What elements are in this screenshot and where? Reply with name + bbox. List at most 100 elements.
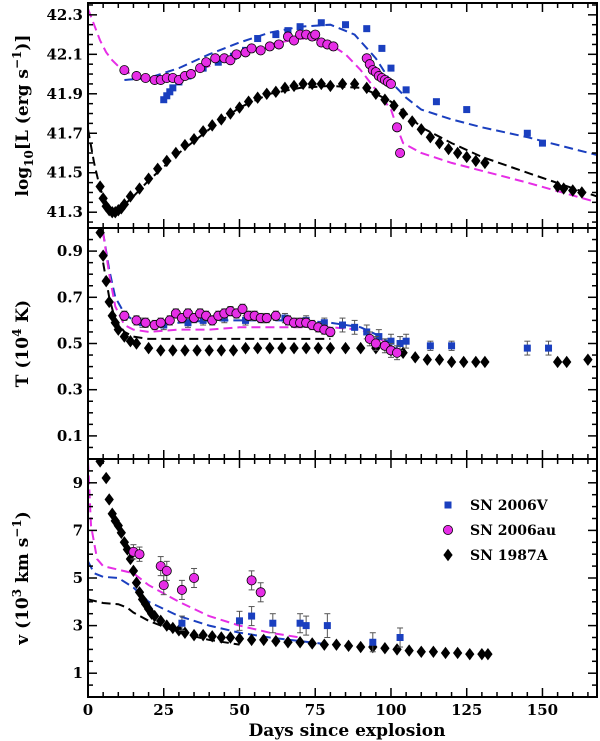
data-point-sn-2006au: [328, 41, 339, 52]
data-point-sn-2006au: [186, 69, 197, 80]
data-point-sn-1987a: [171, 146, 181, 160]
data-point-sn-2006v: [351, 323, 359, 331]
y-axis-label-luminosity: log10[L (erg s−1)]: [10, 35, 36, 197]
data-point-sn-1987a: [116, 526, 126, 539]
data-point-sn-1987a: [398, 107, 408, 120]
data-point-sn-1987a: [440, 646, 451, 660]
data-point-sn-1987a: [216, 344, 226, 357]
y-tick-label: 42.1: [46, 45, 83, 63]
data-point-sn-1987a: [207, 119, 217, 132]
data-point-sn-1987a: [407, 115, 417, 128]
data-point-sn-1987a: [225, 631, 236, 644]
data-point-sn-2006v: [432, 98, 440, 106]
data-point-sn-1987a: [583, 353, 593, 366]
data-point-sn-1987a: [125, 552, 136, 566]
data-point-sn-1987a: [234, 101, 245, 114]
data-point-sn-2006v: [163, 92, 171, 100]
x-tick-label: 125: [451, 701, 482, 719]
data-point-sn-2006au: [395, 147, 406, 158]
data-point-sn-1987a: [189, 628, 199, 642]
data-point-sn-2006v: [235, 617, 243, 625]
data-point-sn-2006v: [242, 316, 250, 324]
data-point-sn-1987a: [422, 353, 432, 366]
x-tick-label: 50: [229, 701, 250, 719]
model-line-sn-2006au: [88, 461, 301, 639]
data-point-sn-1987a: [146, 607, 157, 620]
y-tick-label: 7: [73, 521, 83, 539]
data-point-sn-2006v: [269, 619, 277, 627]
data-point-sn-1987a: [265, 341, 275, 355]
data-point-sn-1987a: [228, 344, 239, 357]
data-point-sn-1987a: [480, 355, 490, 369]
data-point-sn-1987a: [180, 344, 190, 357]
panel-luminosity: 41.3 41.5 41.7 41.9 42.1 42.3 log10[L (erg s−1…: [10, 2, 598, 229]
legend-label-sn-2006au: SN 2006au: [470, 523, 556, 539]
data-point-sn-2006v: [169, 84, 177, 92]
data-point-sn-2006au: [161, 565, 172, 576]
data-point-sn-2006au: [131, 71, 142, 82]
data-point-sn-2006au: [119, 310, 130, 321]
data-point-sn-1987a: [104, 493, 114, 506]
y-label-part: v (10: [13, 597, 33, 646]
data-point-sn-1987a: [101, 471, 111, 485]
data-point-sn-1987a: [337, 77, 348, 91]
data-point-sn-1987a: [356, 640, 366, 654]
data-point-sn-2006au: [370, 338, 381, 349]
data-point-sn-1987a: [119, 330, 130, 343]
data-point-sn-1987a: [234, 632, 245, 645]
y-tick-label: 41.9: [46, 85, 83, 103]
y-tick-label: 42.3: [46, 6, 83, 24]
data-point-sn-2006v: [545, 344, 553, 352]
data-point-sn-1987a: [150, 609, 160, 623]
data-point-sn-2006v: [523, 129, 531, 137]
data-point-sn-1987a: [253, 341, 263, 355]
data-point-sn-1987a: [162, 619, 172, 632]
data-point-sn-2006v: [396, 634, 404, 641]
data-point-sn-1987a: [280, 81, 290, 95]
data-point-sn-1987a: [416, 645, 426, 658]
data-point-sn-1987a: [313, 341, 323, 355]
data-point-sn-1987a: [410, 351, 420, 364]
y-label-part: [L (erg s: [13, 69, 33, 150]
data-point-sn-1987a: [243, 95, 254, 108]
y-tick-label: 0.3: [57, 381, 83, 399]
y-label-part: K): [13, 300, 33, 329]
data-point-sn-1987a: [131, 337, 142, 350]
series-sn-1987a: [95, 459, 493, 661]
data-point-sn-1987a: [131, 576, 142, 589]
y-label-part: )]: [13, 35, 33, 51]
panel-temperature: 0.1 0.3 0.5 0.7 0.9 T (104 K): [10, 227, 598, 460]
data-point-sn-1987a: [434, 136, 445, 150]
data-point-sn-2006v: [448, 342, 456, 350]
y-tick-label: 0.7: [57, 288, 83, 306]
data-point-sn-2006au: [310, 29, 321, 40]
legend-marker-sn-2006au: [442, 525, 453, 536]
y-tick-label: 9: [73, 474, 83, 492]
data-point-sn-1987a: [143, 172, 154, 185]
data-point-sn-1987a: [104, 295, 114, 309]
data-point-sn-1987a: [134, 182, 145, 195]
data-point-sn-1987a: [216, 113, 226, 126]
data-point-sn-1987a: [316, 77, 326, 91]
x-tick-label: 75: [305, 701, 326, 719]
data-point-sn-2006au: [392, 122, 403, 133]
data-point-sn-2006v: [387, 337, 395, 345]
data-point-sn-2006au: [255, 587, 266, 598]
data-point-sn-2006au: [164, 315, 175, 326]
data-point-sn-1987a: [471, 355, 481, 369]
data-point-sn-2006v: [523, 344, 531, 352]
data-point-sn-2006v: [402, 337, 410, 345]
data-point-sn-1987a: [198, 628, 208, 642]
data-point-sn-1987a: [125, 190, 136, 203]
y-axis-label-velocity: v (103 km s−1): [10, 511, 33, 646]
y-tick-label: 41.5: [46, 164, 83, 182]
data-point-sn-1987a: [392, 643, 402, 656]
data-point-sn-1987a: [101, 274, 111, 288]
data-point-sn-1987a: [340, 341, 351, 355]
data-point-sn-1987a: [137, 593, 148, 606]
data-point-sn-2006v: [538, 139, 546, 147]
data-point-sn-2006v: [375, 333, 383, 341]
model-line-sn-1987a: [102, 262, 331, 340]
